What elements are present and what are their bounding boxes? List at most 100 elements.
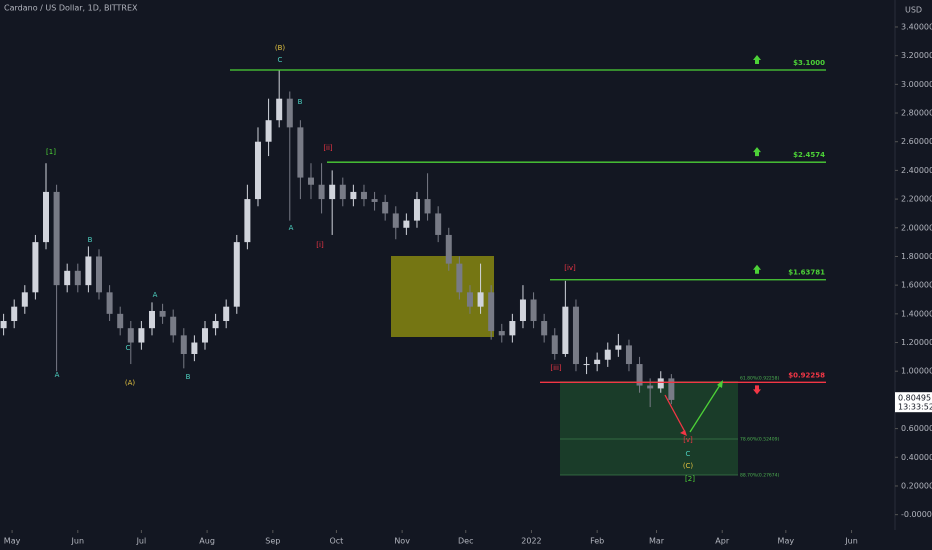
candle-body [466,292,473,307]
y-tick-label: 2.80000 [901,109,932,118]
candle-body [106,292,113,314]
countdown: 13:33:52 [898,403,932,412]
candle-body [604,349,611,360]
x-tick-label: Jun [844,537,858,546]
candle-body [74,270,81,286]
x-tick-label: Dec [458,537,473,546]
candle-body [350,191,357,200]
candle-body [424,199,431,214]
x-tick-label: Oct [329,537,343,546]
level-label: $1.63781 [788,269,825,277]
y-tick-label: -0.00000 [901,510,932,519]
y-tick-label: 3.00000 [901,80,932,89]
y-tick-label: 2.20000 [901,195,932,204]
wave-label: [2] [685,475,695,483]
target-zone [560,381,738,475]
candle-body [360,191,367,200]
candle-body [180,335,187,355]
projection-arrowhead [680,430,687,436]
fib-label: 88.70%(0.27674) [740,473,780,479]
fib-label: 61.80%(0.92258) [740,376,780,382]
x-tick-label: Nov [394,537,410,546]
candle-body [276,98,283,121]
candle-body [233,242,240,307]
candle-body [435,213,442,235]
wave-label: B [88,236,93,244]
candle-body [117,313,124,329]
wave-label: A [153,291,158,299]
chart-title: Cardano / US Dollar, 1D, BITTREX [4,4,138,13]
candle-body [297,127,304,178]
candle-body [64,270,71,286]
candle-body [541,321,548,336]
y-tick-label: 1.60000 [901,281,932,290]
wave-label: C [686,450,691,458]
y-tick-label: 2.40000 [901,166,932,175]
candle-body [509,321,516,336]
projection-arrowhead [717,380,723,388]
candle-body [583,364,590,366]
projection-arrow [664,394,686,433]
y-tick-label: 1.00000 [901,367,932,376]
wave-label: (B) [275,44,286,52]
wave-label: [1] [46,148,56,156]
candle-body [53,191,60,286]
candle-body [625,345,632,365]
y-tick-label: 1.20000 [901,338,932,347]
level-label: $0.92258 [788,371,825,379]
wave-label: A [289,224,294,232]
x-tick-label: Apr [715,537,730,546]
candle-body [519,299,526,322]
x-tick-label: Jun [71,537,85,546]
candle-body [594,359,601,365]
x-tick-label: 2022 [521,537,541,546]
x-tick-label: Jul [136,537,147,546]
candle-body [413,199,420,221]
candle-body [0,321,7,329]
candle-body [223,306,230,322]
candle-body [43,191,50,243]
candle-body [615,345,622,350]
candle-body [551,335,558,355]
candle-body [148,310,155,329]
candle-body [530,299,537,322]
wave-label: (A) [125,379,136,387]
wave-label: [iv] [564,264,576,272]
wave-label: C [278,56,283,64]
wave-label: [ii] [323,144,333,152]
candle-body [562,306,569,355]
candle-body [382,201,389,214]
candle-body [170,316,177,336]
x-tick-label: Feb [590,537,604,546]
candle-body [286,98,293,128]
candle-body [371,199,378,202]
wave-label: [i] [316,241,324,249]
level-arrow [753,264,761,274]
candle-body [265,120,272,142]
candle-body [339,184,346,200]
x-tick-label: Sep [265,537,280,546]
y-tick-label: 3.40000 [901,22,932,31]
candle-body [318,184,325,200]
y-axis-label: USD [905,6,922,15]
candle-body [138,328,145,343]
level-arrow [753,147,761,157]
candle-body [668,378,675,400]
candle-body [456,263,463,293]
candle-body [307,177,314,185]
y-tick-label: 1.40000 [901,309,932,318]
y-tick-label: 2.00000 [901,223,932,232]
candle-body [201,328,208,343]
candle-body [254,141,261,200]
candle-body [477,292,484,307]
candle-body [445,234,452,264]
wave-label: A [55,371,60,379]
y-tick-label: 0.60000 [901,424,932,433]
yellow-zone [391,256,494,337]
wave-label: [iii] [550,364,562,372]
candle-body [498,331,505,336]
projection-arrow [689,384,721,433]
fib-label: 78.60%(0.52409) [740,437,780,443]
candle-body [21,292,28,307]
